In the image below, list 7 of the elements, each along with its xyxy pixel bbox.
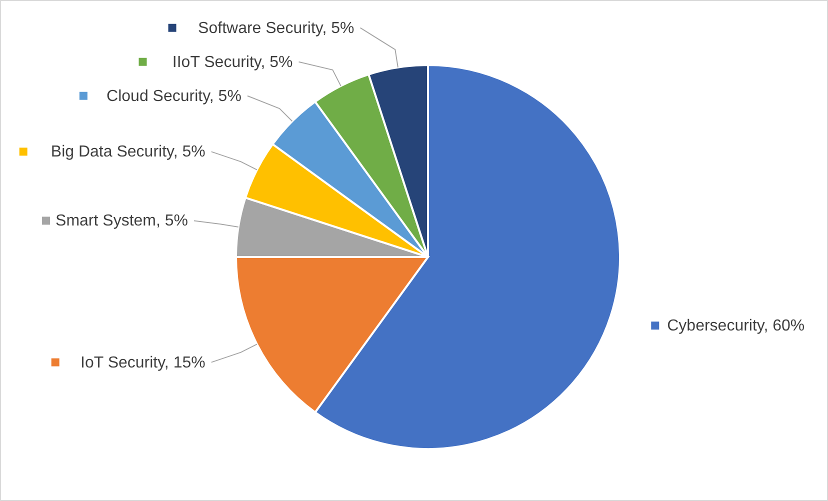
legend-label: IIoT Security, 5% [172, 54, 293, 71]
legend-label: Big Data Security, 5% [50, 144, 206, 161]
legend-label: Cloud Security, 5% [106, 88, 242, 105]
legend-label: IoT Security, 15% [80, 354, 206, 372]
legend-label: Software Security, 5% [198, 20, 354, 37]
legend-label: Smart System, 5% [56, 212, 188, 230]
legend-label: Cybersecurity, 60% [667, 318, 805, 335]
